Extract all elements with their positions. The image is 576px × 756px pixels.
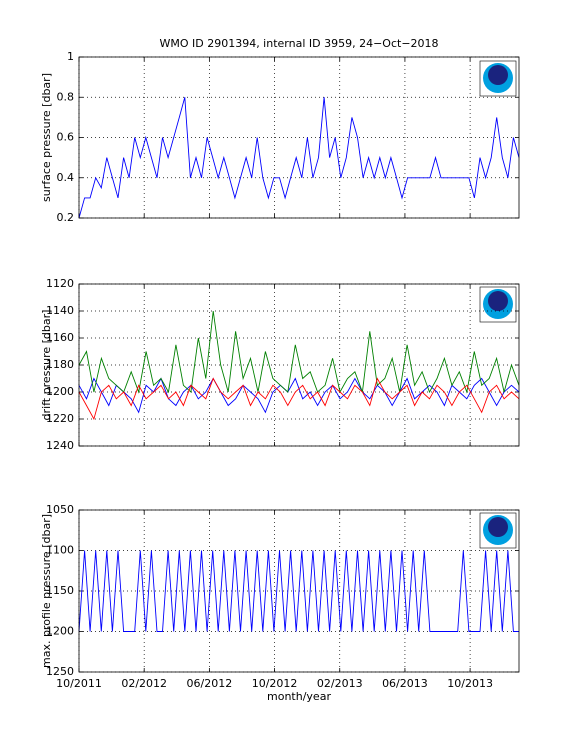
- y-axis-label: max. profile pressure [dbar]: [40, 514, 53, 668]
- axes-frame: [78, 56, 520, 219]
- y-tick-label: 1100: [46, 544, 74, 557]
- y-tick-label: 1160: [46, 331, 74, 344]
- y-tick-label: 1220: [46, 412, 74, 425]
- y-tick-label: 1200: [46, 385, 74, 398]
- y-tick-label: 0.2: [57, 211, 75, 224]
- y-tick-label: 1200: [46, 625, 74, 638]
- axes-frame: [78, 283, 520, 447]
- y-tick-label: 1120: [46, 277, 74, 290]
- y-tick-label: 1: [67, 50, 74, 63]
- x-tick-label: 02/2012: [121, 677, 167, 690]
- noaa-logo: [479, 286, 517, 323]
- x-axis-label: month/year: [267, 690, 331, 703]
- y-axis-label: drift pressure [dbar]: [40, 310, 53, 421]
- y-tick-label: 1250: [46, 665, 74, 678]
- x-tick-label: 10/2013: [447, 677, 493, 690]
- data-line: [78, 310, 520, 394]
- y-tick-label: 1180: [46, 358, 74, 371]
- chart-title: WMO ID 2901394, internal ID 3959, 24−Oct…: [159, 37, 438, 50]
- y-tick-label: 0.4: [57, 171, 75, 184]
- noaa-logo: [479, 512, 517, 549]
- x-tick-label: 02/2013: [317, 677, 363, 690]
- y-tick-label: 1140: [46, 304, 74, 317]
- x-tick-label: 10/2012: [252, 677, 298, 690]
- x-tick-label: 06/2013: [382, 677, 428, 690]
- noaa-logo: [479, 60, 517, 97]
- y-axis-label: surface pressure [dbar]: [40, 73, 53, 202]
- data-line: [78, 550, 519, 632]
- axes-frame: [78, 509, 520, 673]
- y-tick-label: 1050: [46, 503, 74, 516]
- data-line: [78, 97, 520, 219]
- x-tick-label: 06/2012: [187, 677, 233, 690]
- y-tick-label: 1240: [46, 439, 74, 452]
- y-tick-label: 0.8: [57, 90, 75, 103]
- x-tick-label: 10/2011: [56, 677, 102, 690]
- y-tick-label: 0.6: [57, 131, 75, 144]
- data-line: [78, 377, 520, 421]
- y-tick-label: 1150: [46, 584, 74, 597]
